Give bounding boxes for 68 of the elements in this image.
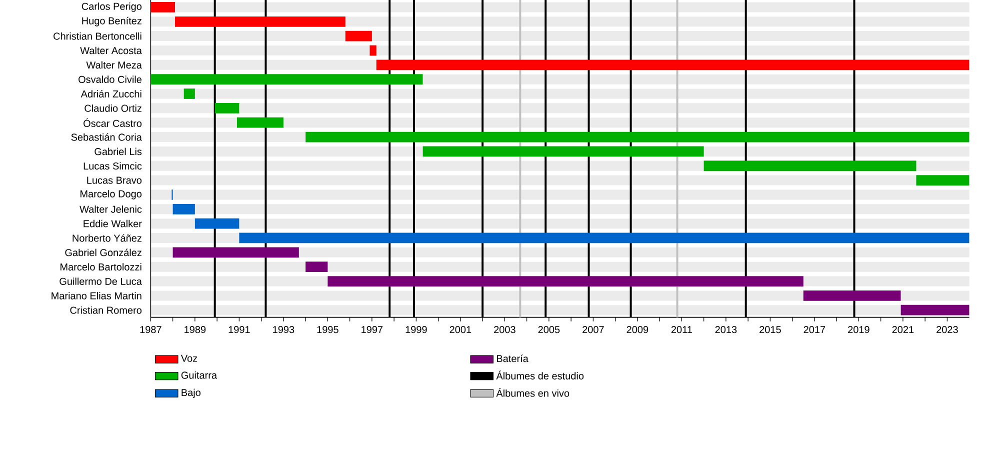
x-tick-label: 2011 xyxy=(671,326,692,334)
y-tick-label: Walter Meza xyxy=(86,61,142,69)
y-tick-label: Sebastián Coria xyxy=(71,133,142,141)
x-tick-label: 2015 xyxy=(760,326,781,334)
x-tick-label: 2019 xyxy=(848,326,870,334)
bar xyxy=(345,30,372,42)
y-tick-label: Carlos Perigo xyxy=(82,2,142,12)
y-tick-label: Marcelo Dogo xyxy=(80,190,142,200)
bar xyxy=(172,247,299,258)
y-tick-label: Cristian Romero xyxy=(70,306,142,314)
bar xyxy=(236,117,284,128)
bar xyxy=(370,45,376,56)
y-tick-label: Guillermo De Luca xyxy=(60,278,142,285)
bar xyxy=(172,204,195,214)
x-tick-label: 2003 xyxy=(494,326,516,334)
bar xyxy=(150,2,176,12)
y-tick-label: Gabriel Lis xyxy=(94,148,142,156)
bar xyxy=(306,262,328,272)
bar xyxy=(916,175,970,186)
bar xyxy=(175,16,346,27)
x-tick-label: 1999 xyxy=(406,326,427,334)
x-tick-label: 2021 xyxy=(892,326,914,334)
y-tick-label: Hugo Benítez xyxy=(82,16,142,26)
y-tick-label: Walter Jelenic xyxy=(80,205,142,213)
bar xyxy=(900,304,970,316)
y-tick-label: Lucas Bravo xyxy=(87,176,142,184)
bar xyxy=(328,276,804,286)
x-tick-label: 2017 xyxy=(804,326,826,334)
legend-label: Batería xyxy=(497,354,528,362)
legend-label: Álbumes en vivo xyxy=(496,388,570,397)
y-tick-label: Osvaldo Civile xyxy=(78,76,142,84)
y-tick-label: Norberto Yáñez xyxy=(72,234,142,242)
y-tick-label: Lucas Simcic xyxy=(84,162,142,170)
x-tick-label: 1995 xyxy=(317,326,338,334)
y-tick-label: Walter Acosta xyxy=(80,46,142,54)
y-tick-label: Christian Bertoncelli xyxy=(54,32,142,40)
y-tick-label: Óscar Castro xyxy=(84,118,142,127)
x-tick-label: 1987 xyxy=(140,326,162,334)
bar xyxy=(306,132,970,142)
legend-label: Álbumes de estudio xyxy=(496,370,584,380)
x-tick-label: 2013 xyxy=(715,326,737,334)
y-tick-label: Gabriel González xyxy=(65,248,142,256)
y-tick-label: Mariano Elias Martin xyxy=(52,292,142,300)
y-tick-label: Adrián Zucchi xyxy=(80,90,142,98)
x-tick-label: 2007 xyxy=(582,326,604,334)
y-tick-label: Claudio Ortiz xyxy=(84,104,142,112)
x-tick-label: 1993 xyxy=(273,326,294,334)
y-tick-label: Marcelo Bartolozzi xyxy=(60,263,142,271)
bar xyxy=(422,146,704,157)
bar xyxy=(150,74,423,85)
bar xyxy=(239,232,970,244)
x-tick-label: 2009 xyxy=(626,326,648,334)
y-tick-label: Eddie Walker xyxy=(84,220,142,228)
legend-label: Bajo xyxy=(182,388,200,398)
bar xyxy=(803,290,901,301)
legend-label: Voz xyxy=(180,354,198,362)
x-tick-label: 1991 xyxy=(228,326,250,334)
x-tick-label: 1989 xyxy=(184,326,206,334)
bar xyxy=(704,160,916,172)
bar xyxy=(214,102,240,114)
bar xyxy=(376,60,970,70)
x-tick-label: 2001 xyxy=(450,326,472,334)
bar xyxy=(184,88,195,99)
x-tick-label: 1997 xyxy=(362,326,383,334)
x-tick-label: 2023 xyxy=(936,326,958,334)
x-tick-label: 2005 xyxy=(538,326,560,334)
legend-label: Guitarra xyxy=(181,371,218,379)
bar xyxy=(194,218,240,229)
